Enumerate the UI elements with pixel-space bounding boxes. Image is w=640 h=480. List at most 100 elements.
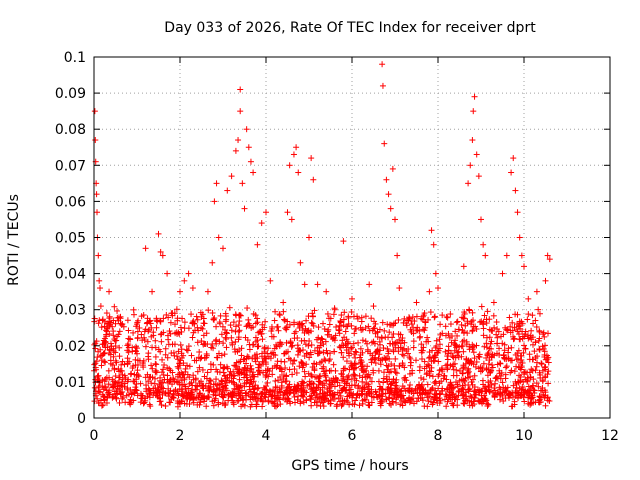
background-point: [416, 390, 423, 397]
data-point: [204, 288, 211, 295]
background-point: [350, 390, 357, 397]
y-tick-label: 0.08: [55, 122, 86, 138]
background-point: [262, 386, 269, 393]
background-point: [375, 367, 382, 374]
background-point: [536, 335, 543, 342]
background-point: [372, 360, 379, 367]
background-point: [207, 383, 214, 390]
background-point: [165, 393, 172, 400]
background-point: [340, 401, 347, 408]
background-point: [239, 401, 246, 408]
background-point: [443, 403, 450, 410]
background-point: [421, 365, 428, 372]
background-point: [229, 394, 236, 401]
data-point: [482, 252, 489, 259]
background-point: [265, 391, 272, 398]
background-point: [182, 385, 189, 392]
background-point: [338, 342, 345, 349]
background-point: [221, 402, 228, 409]
background-point: [424, 381, 431, 388]
data-point: [490, 299, 497, 306]
data-point: [254, 241, 261, 248]
background-point: [137, 390, 144, 397]
data-point: [499, 270, 506, 277]
background-point: [298, 359, 305, 366]
background-point: [387, 386, 394, 393]
data-point: [469, 137, 476, 144]
background-point: [444, 314, 451, 321]
background-point: [282, 325, 289, 332]
background-point: [257, 369, 264, 376]
background-point: [410, 344, 417, 351]
background-point: [389, 398, 396, 405]
background-point: [134, 350, 141, 357]
background-point: [340, 316, 347, 323]
background-point: [146, 386, 153, 393]
background-point: [152, 367, 159, 374]
background-point: [286, 384, 293, 391]
background-point: [233, 392, 240, 399]
background-point: [232, 311, 239, 318]
background-point: [148, 362, 155, 369]
background-point: [103, 310, 110, 317]
background-point: [498, 333, 505, 340]
background-point: [96, 388, 103, 395]
background-point: [172, 386, 179, 393]
background-point: [191, 320, 198, 327]
background-point: [459, 338, 466, 345]
background-point: [448, 339, 455, 346]
background-point: [409, 367, 416, 374]
background-point: [263, 355, 270, 362]
background-point: [301, 353, 308, 360]
y-axis-label: ROTI / TECUs: [6, 194, 22, 286]
background-point: [485, 349, 492, 356]
background-point: [344, 399, 351, 406]
background-point: [287, 400, 294, 407]
background-point: [330, 395, 337, 402]
background-point: [202, 383, 209, 390]
background-point: [469, 328, 476, 335]
background-point: [418, 349, 425, 356]
background-point: [331, 348, 338, 355]
background-point: [291, 357, 298, 364]
background-point: [282, 378, 289, 385]
data-point: [235, 137, 242, 144]
background-point: [256, 367, 263, 374]
background-point: [476, 398, 483, 405]
background-point: [175, 371, 182, 378]
background-point: [303, 361, 310, 368]
background-point: [313, 402, 320, 409]
background-point: [255, 384, 262, 391]
background-point: [537, 387, 544, 394]
background-point: [180, 360, 187, 367]
background-point: [271, 398, 278, 405]
background-point: [368, 378, 375, 385]
background-point: [372, 340, 379, 347]
data-point: [103, 328, 110, 335]
background-point: [340, 322, 347, 329]
background-point: [497, 386, 504, 393]
data-point: [340, 238, 347, 245]
background-point: [507, 323, 514, 330]
background-point: [188, 352, 195, 359]
background-point: [244, 365, 251, 372]
background-point: [236, 384, 243, 391]
background-point: [230, 379, 237, 386]
background-point: [427, 387, 434, 394]
background-point: [431, 313, 438, 320]
background-point: [517, 392, 524, 399]
background-point: [309, 364, 316, 371]
data-point: [385, 191, 392, 198]
background-point: [220, 394, 227, 401]
background-point: [320, 363, 327, 370]
data-point: [542, 277, 549, 284]
background-point: [393, 376, 400, 383]
background-point: [292, 328, 299, 335]
background-point: [417, 385, 424, 392]
background-point: [176, 400, 183, 407]
background-point: [490, 389, 497, 396]
background-point: [132, 347, 139, 354]
data-point: [228, 173, 235, 180]
background-point: [473, 358, 480, 365]
background-point: [99, 401, 106, 408]
